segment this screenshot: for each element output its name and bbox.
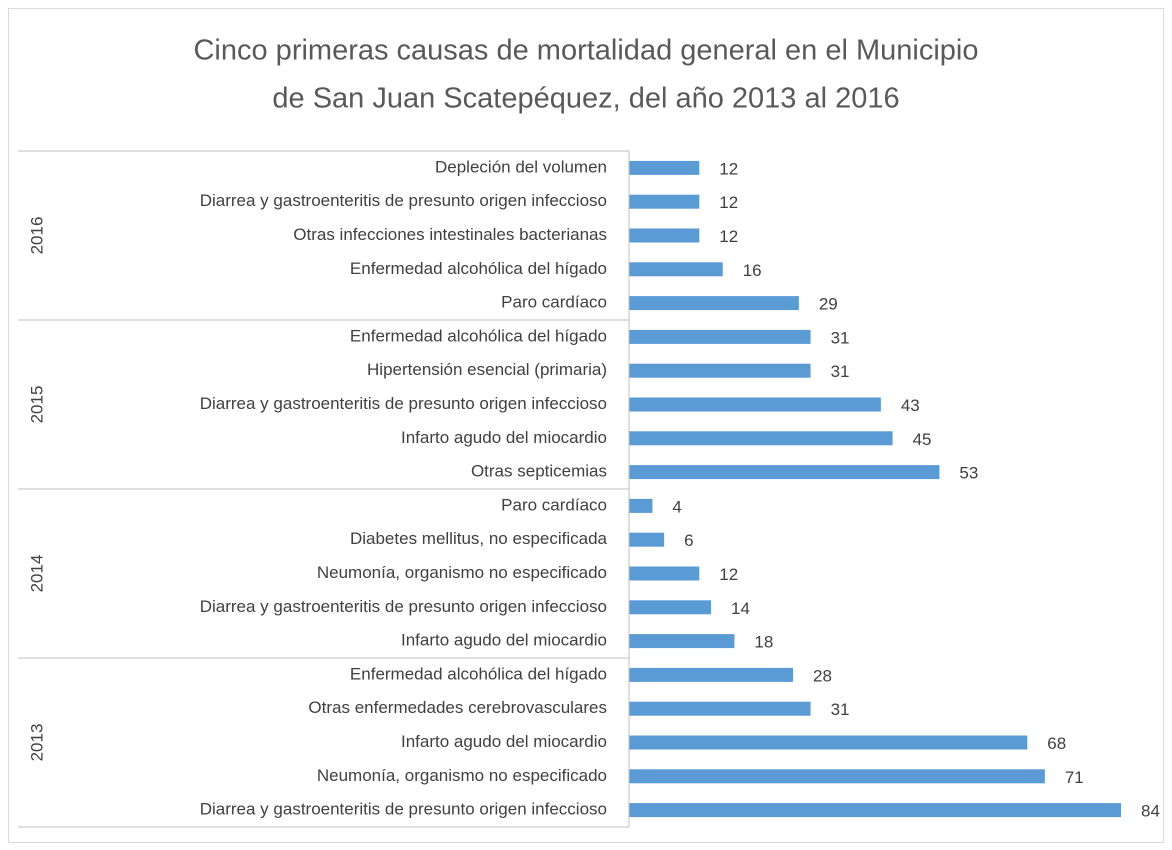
category-label: Diarrea y gastroenteritis de presunto or… xyxy=(200,394,607,413)
data-label: 12 xyxy=(719,159,738,178)
bar xyxy=(629,431,893,446)
category-label: Neumonía, organismo no especificado xyxy=(317,563,607,582)
data-label: 6 xyxy=(684,531,693,550)
bar xyxy=(629,160,700,175)
category-label: Diarrea y gastroenteritis de presunto or… xyxy=(200,800,607,819)
bar xyxy=(629,228,700,243)
data-label: 12 xyxy=(719,565,738,584)
category-label: Hipertensión esencial (primaria) xyxy=(367,360,607,379)
bar xyxy=(629,566,700,581)
category-label: Diabetes mellitus, no especificada xyxy=(350,529,608,548)
data-label: 16 xyxy=(743,261,762,280)
bar xyxy=(629,329,811,344)
bar xyxy=(629,769,1045,784)
group-label: 2014 xyxy=(27,555,46,593)
bar xyxy=(629,397,881,412)
category-label: Infarto agudo del miocardio xyxy=(401,631,607,650)
category-label: Enfermedad alcohólica del hígado xyxy=(350,664,607,683)
category-label: Otras infecciones intestinales bacterian… xyxy=(293,225,607,244)
data-label: 68 xyxy=(1047,734,1066,753)
chart-frame xyxy=(8,8,1164,843)
bar xyxy=(629,262,723,277)
data-label: 84 xyxy=(1141,802,1160,821)
category-label: Enfermedad alcohólica del hígado xyxy=(350,326,607,345)
chart-title: Cinco primeras causas de mortalidad gene… xyxy=(193,35,978,67)
category-label: Infarto agudo del miocardio xyxy=(401,428,607,447)
category-label: Paro cardíaco xyxy=(501,293,607,312)
data-label: 31 xyxy=(831,328,850,347)
chart-title: de San Juan Scatepéquez, del año 2013 al… xyxy=(272,83,899,115)
bar xyxy=(629,296,799,311)
data-label: 29 xyxy=(819,295,838,314)
data-label: 43 xyxy=(901,396,920,415)
bar xyxy=(629,465,940,480)
data-label: 4 xyxy=(672,497,681,516)
category-label: Otras enfermedades cerebrovasculares xyxy=(308,698,607,717)
group-label: 2015 xyxy=(27,386,46,424)
data-label: 31 xyxy=(831,700,850,719)
bar xyxy=(629,701,811,716)
bar xyxy=(629,735,1028,750)
category-label: Paro cardíaco xyxy=(501,495,607,514)
group-label: 2013 xyxy=(27,724,46,762)
bar xyxy=(629,634,735,649)
bar xyxy=(629,363,811,378)
bar xyxy=(629,498,653,513)
data-label: 53 xyxy=(959,464,978,483)
bar xyxy=(629,803,1121,818)
category-label: Depleción del volumen xyxy=(435,157,607,176)
data-label: 71 xyxy=(1065,768,1084,787)
category-label: Neumonía, organismo no especificado xyxy=(317,766,607,785)
category-label: Enfermedad alcohólica del hígado xyxy=(350,259,607,278)
bar xyxy=(629,667,793,682)
group-label: 2016 xyxy=(27,217,46,255)
data-label: 28 xyxy=(813,666,832,685)
bar xyxy=(629,532,665,547)
data-label: 18 xyxy=(754,633,773,652)
bar xyxy=(629,600,711,615)
category-label: Otras septicemias xyxy=(471,462,607,481)
data-label: 45 xyxy=(913,430,932,449)
category-label: Diarrea y gastroenteritis de presunto or… xyxy=(200,191,607,210)
category-label: Infarto agudo del miocardio xyxy=(401,732,607,751)
data-label: 12 xyxy=(719,193,738,212)
data-label: 14 xyxy=(731,599,750,618)
bar xyxy=(629,194,700,209)
data-label: 31 xyxy=(831,362,850,381)
data-label: 12 xyxy=(719,227,738,246)
category-label: Diarrea y gastroenteritis de presunto or… xyxy=(200,597,607,616)
